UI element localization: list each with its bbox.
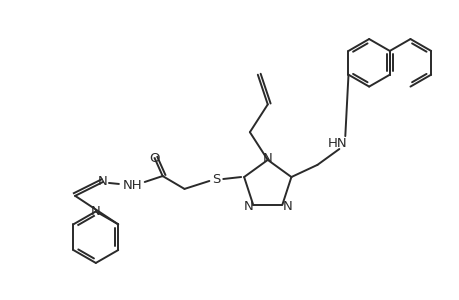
Text: S: S bbox=[212, 172, 220, 185]
Text: N: N bbox=[243, 200, 252, 213]
Text: N: N bbox=[98, 176, 108, 188]
Text: NH: NH bbox=[123, 179, 142, 192]
Text: HN: HN bbox=[327, 136, 347, 150]
Text: N: N bbox=[282, 200, 291, 213]
Text: N: N bbox=[91, 205, 101, 218]
Text: O: O bbox=[149, 152, 160, 165]
Text: N: N bbox=[263, 152, 272, 165]
